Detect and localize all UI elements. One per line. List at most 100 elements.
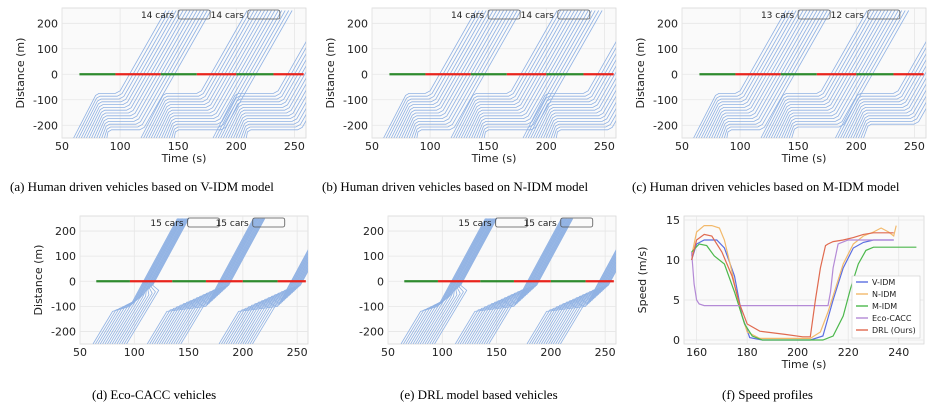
vehicle-trajectory xyxy=(713,10,814,138)
vehicle-trajectory xyxy=(233,89,306,138)
vehicle-trajectory xyxy=(417,218,492,344)
x-tick-label: 50 xyxy=(73,346,87,359)
vehicle-trajectory xyxy=(419,218,493,344)
vehicle-trajectory xyxy=(525,47,616,138)
x-tick-label: 150 xyxy=(788,140,809,153)
vehicle-trajectory xyxy=(786,10,903,138)
vehicle-trajectory xyxy=(835,41,926,138)
count-box xyxy=(252,217,286,228)
y-axis-label: Speed (m/s) xyxy=(636,247,649,314)
vehicle-trajectory xyxy=(75,10,170,138)
vehicle-trajectory xyxy=(852,83,926,138)
vehicle-trajectory xyxy=(415,218,491,344)
count-box xyxy=(557,9,591,20)
vehicle-trajectory xyxy=(245,119,306,138)
vehicle-trajectory xyxy=(249,268,308,344)
y-tick-label: 200 xyxy=(657,17,678,30)
count-label: 15 cars xyxy=(150,219,183,229)
vehicle-trajectory xyxy=(393,10,491,138)
vehicle-trajectory xyxy=(765,10,875,138)
vehicle-trajectory xyxy=(429,218,496,344)
vehicle-trajectory xyxy=(123,218,189,344)
vehicle-trajectory xyxy=(166,10,283,138)
count-box xyxy=(495,217,529,228)
vehicle-trajectory xyxy=(706,10,804,138)
vehicle-trajectory xyxy=(708,10,807,138)
x-tick-label: 200 xyxy=(226,140,247,153)
y-tick-label: 0 xyxy=(671,68,678,81)
y-tick-label: 200 xyxy=(347,17,368,30)
y-tick-label: 5 xyxy=(673,294,680,307)
trajectory-group xyxy=(73,10,306,138)
vehicle-trajectory xyxy=(845,65,926,138)
y-tick-label: -200 xyxy=(51,325,76,338)
vehicle-trajectory xyxy=(718,10,821,138)
y-tick-label: -100 xyxy=(343,94,368,107)
vehicle-trajectory xyxy=(538,77,616,138)
count-box xyxy=(867,9,901,20)
vehicle-trajectory xyxy=(166,218,261,344)
vehicle-trajectory xyxy=(83,10,181,138)
vehicle-trajectory xyxy=(96,10,198,138)
vehicle-trajectory xyxy=(403,10,504,138)
vehicle-trajectory xyxy=(455,10,565,138)
count-box xyxy=(247,9,281,20)
vehicle-trajectory xyxy=(703,10,801,138)
x-tick-label: 50 xyxy=(381,346,395,359)
vehicle-trajectory xyxy=(212,41,306,138)
vehicle-trajectory xyxy=(486,218,573,344)
vehicle-trajectory xyxy=(775,10,889,138)
x-tick-label: 100 xyxy=(420,140,441,153)
x-tick-label: 200 xyxy=(787,346,808,359)
count-box xyxy=(797,9,831,20)
vehicle-trajectory xyxy=(557,268,616,344)
chart-b: 50 100 150 200 250 -200 -100 0 100 200 Time (s) Dis… xyxy=(324,7,617,165)
vehicle-trajectory xyxy=(225,253,308,344)
x-tick-label: 160 xyxy=(686,346,707,359)
y-tick-label: 200 xyxy=(363,225,384,238)
chart-f: 160 180 200 220 240 0 5 10 15 Time (s) Speed (m/s)… xyxy=(636,214,925,371)
y-tick-label: 100 xyxy=(37,43,58,56)
vehicle-trajectory xyxy=(700,10,797,138)
vehicle-trajectory xyxy=(778,10,892,138)
vehicle-trajectory xyxy=(225,71,306,138)
x-tick-label: 250 xyxy=(287,346,308,359)
vehicle-trajectory xyxy=(855,89,926,138)
y-tick-label: -100 xyxy=(359,300,384,313)
x-tick-label: 250 xyxy=(904,140,925,153)
vehicle-trajectory xyxy=(235,95,306,138)
y-tick-label: 100 xyxy=(55,250,76,263)
count-label: 14 cars xyxy=(211,11,244,21)
y-tick-label: -100 xyxy=(51,300,76,313)
vehicle-trajectory xyxy=(426,218,495,344)
vehicle-trajectory xyxy=(454,218,562,344)
vehicle-trajectory xyxy=(695,10,790,138)
vehicle-trajectory xyxy=(390,10,487,138)
vehicle-trajectory xyxy=(175,218,264,344)
plot-area xyxy=(371,7,617,139)
vehicle-trajectory xyxy=(403,218,487,344)
vehicle-trajectory xyxy=(847,71,926,138)
vehicle-trajectory xyxy=(463,10,575,138)
vehicle-trajectory xyxy=(416,10,522,138)
vehicle-trajectory xyxy=(155,10,269,138)
vehicle-trajectory xyxy=(860,101,926,138)
vehicle-trajectory xyxy=(103,10,208,138)
y-axis-label: Distance (m) xyxy=(14,38,27,109)
vehicle-trajectory xyxy=(522,41,616,138)
x-tick-label: 100 xyxy=(124,346,145,359)
y-tick-label: 0 xyxy=(673,334,680,347)
vehicle-trajectory xyxy=(101,10,205,138)
vehicle-trajectory xyxy=(406,10,508,138)
vehicle-trajectory xyxy=(473,10,589,138)
count-box xyxy=(187,217,221,228)
vehicle-trajectory xyxy=(540,258,616,344)
count-label: 15 cars xyxy=(524,219,557,229)
y-tick-label: 15 xyxy=(666,214,680,227)
x-axis-label: Time (s) xyxy=(471,152,517,165)
x-tick-label: 250 xyxy=(594,140,615,153)
series-line xyxy=(691,232,894,338)
vehicle-trajectory xyxy=(148,10,258,138)
vehicle-trajectory xyxy=(726,10,832,138)
trajectory-group xyxy=(693,10,926,138)
